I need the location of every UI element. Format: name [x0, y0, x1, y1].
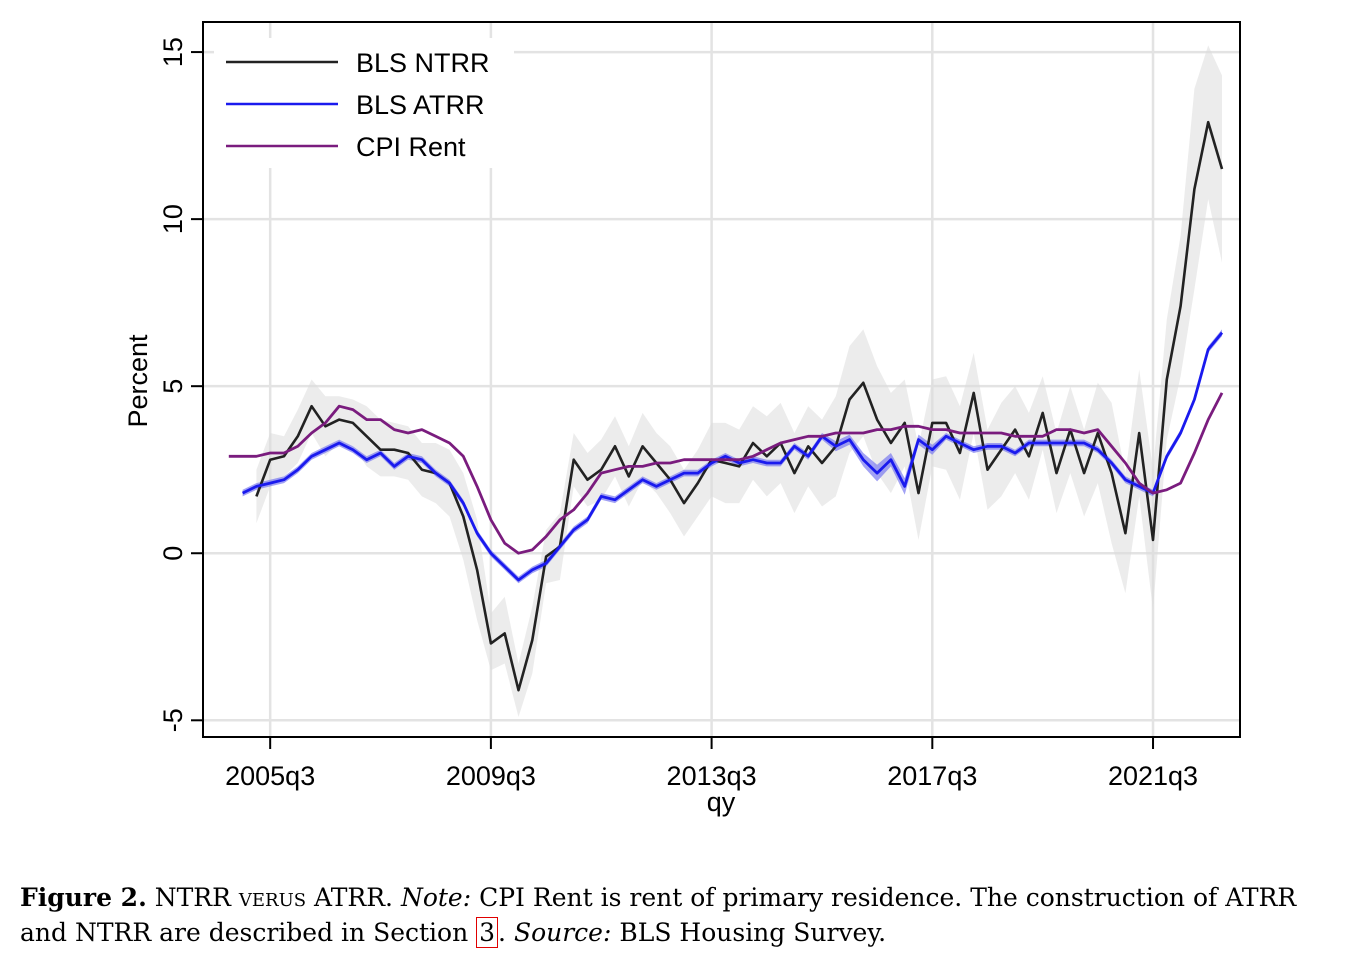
y-axis-label: Percent	[123, 334, 153, 428]
x-tick-label: 2021q3	[1108, 761, 1198, 791]
x-axis-label: qy	[707, 787, 736, 817]
caption-source-text: BLS Housing Survey.	[619, 918, 887, 947]
x-tick-label: 2005q3	[225, 761, 315, 791]
x-axis: 2005q3 2009q3 2013q3 2017q3 2021q3	[225, 737, 1198, 791]
x-tick-label: 2017q3	[887, 761, 977, 791]
y-tick-label: 0	[158, 546, 188, 561]
legend-label: BLS NTRR	[356, 48, 490, 78]
caption-note-end: .	[498, 918, 506, 947]
caption-note-label: Note:	[400, 883, 472, 912]
series-lines	[228, 120, 1224, 692]
figure-caption: Figure 2. NTRR verus ATRR. Note: CPI Ren…	[20, 880, 1340, 950]
y-tick-label: 5	[158, 379, 188, 394]
x-tick-label: 2009q3	[446, 761, 536, 791]
caption-note-text: CPI Rent is rent of primary residence. T…	[20, 883, 1297, 947]
series-line-0	[255, 120, 1224, 692]
legend-label: CPI Rent	[356, 132, 466, 162]
series-line-2	[228, 392, 1224, 555]
plot-frame	[202, 21, 1241, 738]
y-axis: -5 0 5 10 15	[158, 37, 203, 732]
y-tick-label: -5	[158, 708, 188, 732]
caption-source-label: Source:	[513, 918, 612, 947]
y-tick-label: 15	[158, 37, 188, 67]
legend-label: BLS ATRR	[356, 90, 485, 120]
legend: BLS NTRR BLS ATRR CPI Rent	[214, 38, 514, 168]
x-tick-label: 2013q3	[667, 761, 757, 791]
caption-label: Figure 2.	[20, 883, 147, 912]
section-reference-link[interactable]: 3	[476, 917, 499, 948]
caption-title: NTRR verus ATRR.	[154, 883, 393, 912]
y-tick-label: 10	[158, 204, 188, 234]
